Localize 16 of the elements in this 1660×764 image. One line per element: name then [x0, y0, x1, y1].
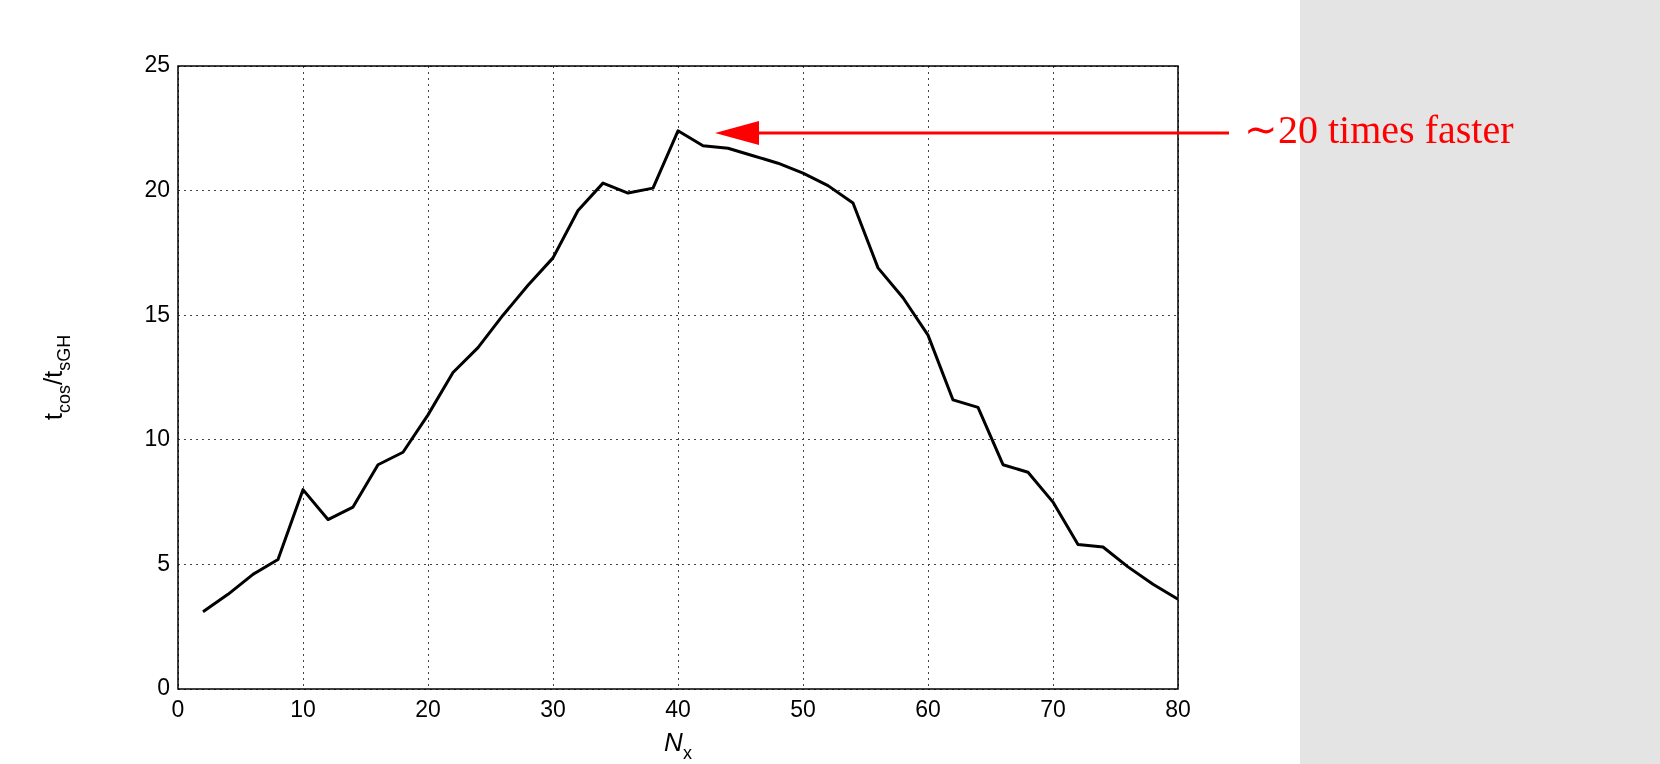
- x-tick-label: 30: [540, 696, 566, 723]
- y-tick-label: 20: [144, 175, 170, 202]
- x-tick-label: 80: [1165, 696, 1191, 723]
- y-tick-label: 0: [157, 674, 170, 701]
- y-axis-title: tcos/tsGH: [38, 334, 74, 421]
- x-tick-label: 40: [665, 696, 691, 723]
- y-tick-label: 25: [144, 51, 170, 78]
- text: ∼20 times faster: [1244, 106, 1514, 153]
- x-tick-label: 70: [1040, 696, 1066, 723]
- y-tick-label: 10: [144, 425, 170, 452]
- y-tick-label: 15: [144, 300, 170, 327]
- y-tick-label: 5: [157, 549, 170, 576]
- x-tick-label: 20: [415, 696, 441, 723]
- x-tick-label: 50: [790, 696, 816, 723]
- x-tick-label: 60: [915, 696, 941, 723]
- x-tick-label: 10: [290, 696, 316, 723]
